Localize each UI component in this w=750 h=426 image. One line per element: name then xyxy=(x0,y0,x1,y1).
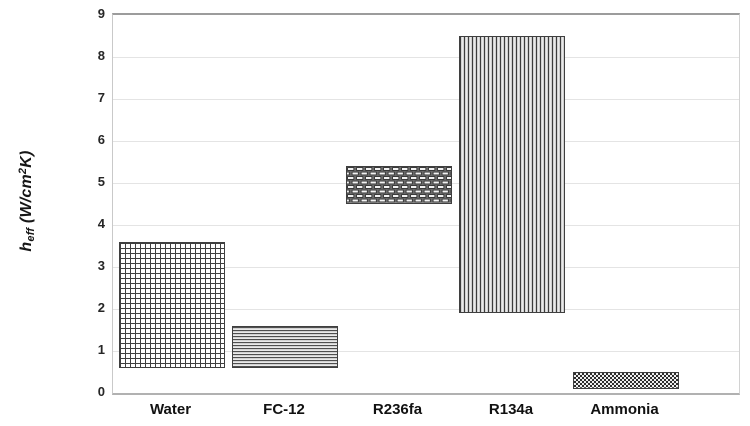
y-tick-label: 8 xyxy=(97,48,105,63)
x-category-label: R236fa xyxy=(372,401,423,418)
range-bar-water xyxy=(118,241,225,368)
y-axis-title-units-open: (W/cm xyxy=(18,174,35,228)
range-bar-ammonia xyxy=(572,372,679,389)
range-bar-fc-12 xyxy=(232,325,338,368)
y-tick-label: 6 xyxy=(97,132,105,147)
range-bar-r236fa xyxy=(345,166,452,204)
y-tick-label: 9 xyxy=(97,6,105,21)
y-axis-title-units-close: K) xyxy=(18,150,35,168)
y-axis-title-exponent: 2 xyxy=(17,167,29,175)
gridline xyxy=(113,98,739,100)
gridline xyxy=(113,266,739,268)
y-tick-label: 7 xyxy=(97,90,105,105)
x-category-label: Water xyxy=(149,401,192,418)
y-tick-label: 0 xyxy=(97,384,105,399)
gridline xyxy=(113,56,739,58)
gridline xyxy=(113,308,739,310)
plot-area xyxy=(112,13,740,395)
gridline xyxy=(113,350,739,352)
y-tick-label: 4 xyxy=(97,216,105,231)
y-tick-label: 2 xyxy=(97,300,105,315)
y-tick-label: 1 xyxy=(97,342,105,357)
y-axis-title-symbol: h xyxy=(18,241,35,252)
y-tick-label: 5 xyxy=(97,174,105,189)
x-category-label: FC-12 xyxy=(263,401,305,418)
y-tick-label: 3 xyxy=(97,258,105,273)
gridline xyxy=(113,140,739,142)
range-bar-r134a xyxy=(459,36,565,314)
x-category-label: R134a xyxy=(488,401,534,418)
x-category-label: Ammonia xyxy=(590,401,659,418)
gridline xyxy=(113,224,739,226)
y-axis-title-subscript: eff xyxy=(25,227,37,242)
y-axis-title: heff (W/cm2K) xyxy=(17,150,37,251)
